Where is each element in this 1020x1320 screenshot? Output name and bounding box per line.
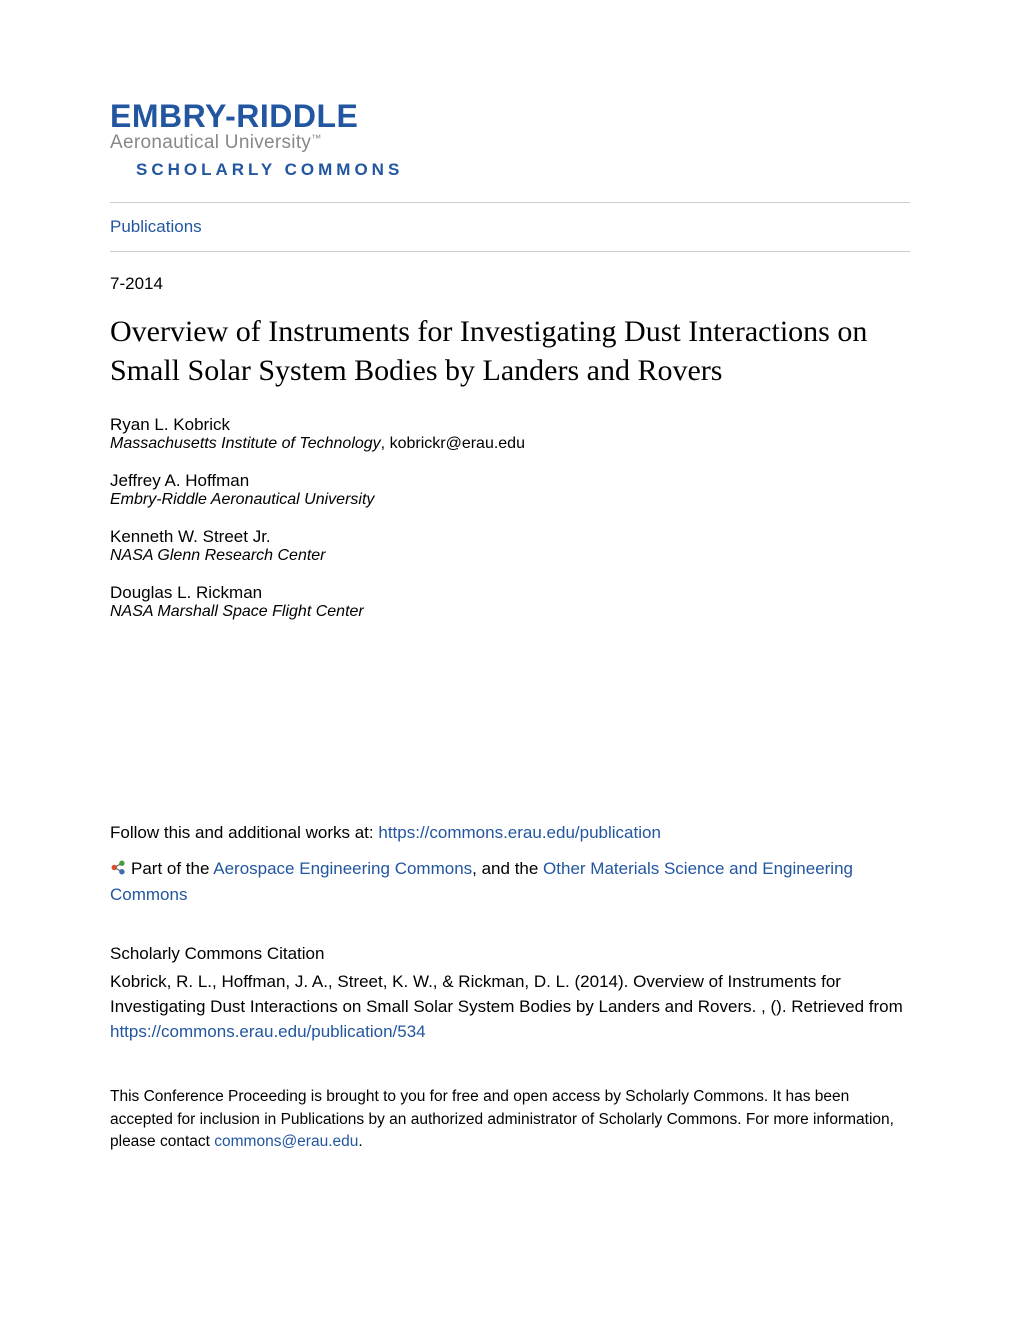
author-affiliation-row: Massachusetts Institute of Technology, k…: [110, 435, 910, 453]
access-statement: This Conference Proceeding is brought to…: [110, 1086, 910, 1153]
institution-logo: EMBRY-RIDDLE Aeronautical University™ SC…: [110, 100, 910, 180]
author-affiliation: NASA Marshall Space Flight Center: [110, 603, 910, 621]
breadcrumb: Publications: [110, 203, 910, 251]
citation-url-link[interactable]: https://commons.erau.edu/publication/534: [110, 1022, 426, 1041]
network-share-icon[interactable]: [110, 858, 127, 875]
author-block: Jeffrey A. Hoffman Embry-Riddle Aeronaut…: [110, 471, 910, 509]
divider: [110, 251, 910, 252]
citation-text: Kobrick, R. L., Hoffman, J. A., Street, …: [110, 970, 910, 1044]
logo-subtitle: Aeronautical University™: [110, 132, 910, 154]
paper-title: Overview of Instruments for Investigatin…: [110, 312, 910, 391]
author-affiliation: NASA Glenn Research Center: [110, 547, 910, 565]
publications-link[interactable]: Publications: [110, 217, 202, 236]
author-block: Ryan L. Kobrick Massachusetts Institute …: [110, 415, 910, 453]
author-name: Jeffrey A. Hoffman: [110, 471, 910, 491]
follow-works-row: Follow this and additional works at: htt…: [110, 821, 910, 846]
citation-heading: Scholarly Commons Citation: [110, 944, 910, 964]
trademark-symbol: ™: [311, 134, 321, 145]
commons-discipline-link[interactable]: Aerospace Engineering Commons: [213, 859, 472, 878]
author-name: Ryan L. Kobrick: [110, 415, 910, 435]
contact-email-link[interactable]: commons@erau.edu: [214, 1133, 358, 1150]
author-name: Douglas L. Rickman: [110, 583, 910, 603]
logo-commons-text: SCHOLARLY COMMONS: [136, 160, 910, 180]
author-affiliation: Embry-Riddle Aeronautical University: [110, 491, 910, 509]
publication-date: 7-2014: [110, 274, 910, 294]
follow-url-link[interactable]: https://commons.erau.edu/publication: [378, 823, 661, 842]
author-block: Douglas L. Rickman NASA Marshall Space F…: [110, 583, 910, 621]
author-block: Kenneth W. Street Jr. NASA Glenn Researc…: [110, 527, 910, 565]
part-of-row: Part of the Aerospace Engineering Common…: [110, 856, 910, 909]
author-name: Kenneth W. Street Jr.: [110, 527, 910, 547]
logo-main-text: EMBRY-RIDDLE: [110, 100, 910, 132]
